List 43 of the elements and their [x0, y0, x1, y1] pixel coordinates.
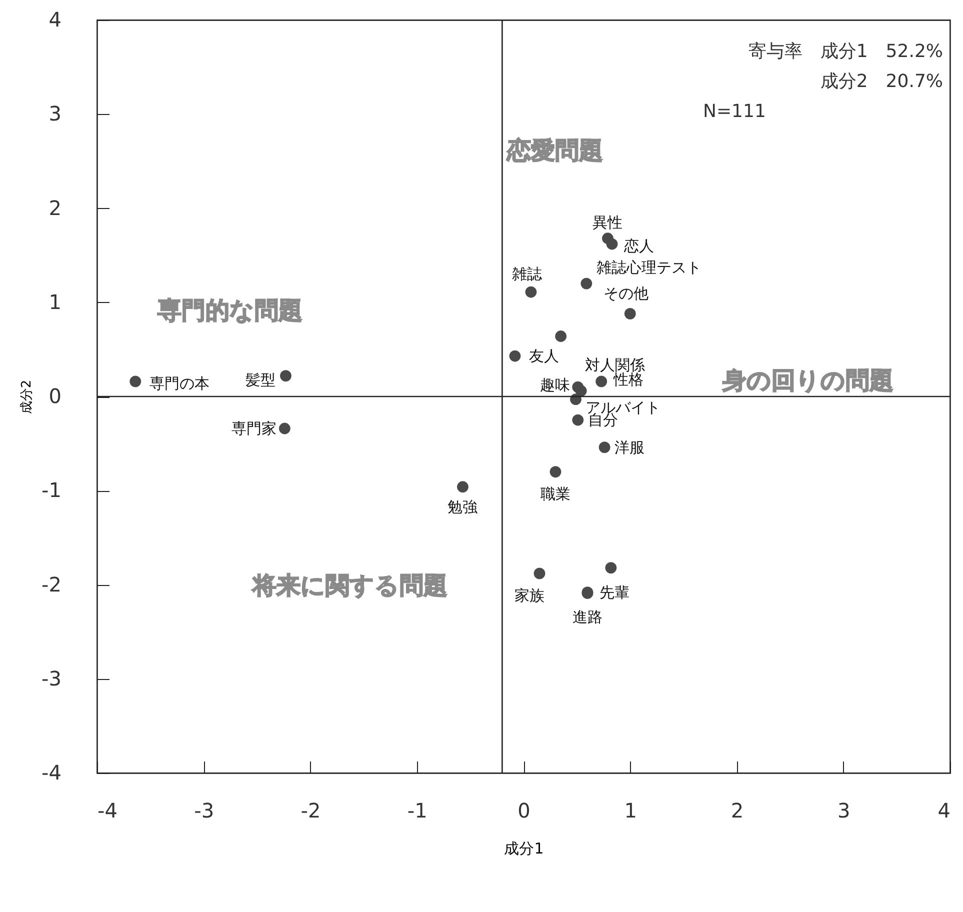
data-label: 友人: [528, 347, 559, 366]
data-label: 恋人: [623, 237, 654, 256]
data-label: 職業: [540, 484, 570, 503]
x-tick-label: -4: [98, 798, 118, 822]
annotation: 将来に関する問題: [250, 572, 448, 600]
y-tick-label: -4: [42, 760, 62, 784]
x-tick-label: 4: [938, 798, 950, 822]
data-label: 専門の本: [149, 374, 210, 392]
y-tick-label: -2: [42, 572, 62, 596]
y-axis-title: 成分2: [20, 380, 35, 414]
annotation: 身の回りの問題: [722, 366, 894, 395]
x-tick-label: -2: [300, 798, 321, 822]
annotation: 専門的な問題: [156, 296, 302, 325]
x-tick-label: 1: [624, 798, 637, 822]
data-label: 勉強: [448, 498, 478, 516]
data-label: 進路: [572, 608, 602, 626]
y-tick-label: -1: [42, 478, 62, 502]
annotation: N=111: [703, 100, 766, 122]
y-tick-label: 2: [48, 196, 62, 220]
y-tick-label: 1: [48, 290, 62, 314]
x-tick-label: -1: [407, 798, 428, 822]
y-tick-label: 4: [48, 8, 62, 32]
y-tick-label: -3: [42, 666, 62, 690]
data-label: 雑誌心理テスト: [596, 258, 702, 277]
annotation: 恋愛問題: [506, 136, 603, 165]
data-label: 家族: [514, 586, 544, 604]
annotation: 成分2 20.7%: [820, 70, 943, 92]
annotation: 寄与率 成分1 52.2%: [748, 40, 943, 62]
data-label: 雑誌: [512, 265, 542, 284]
data-label: 洋服: [614, 438, 645, 456]
y-tick-label: 3: [48, 102, 62, 126]
data-label: 専門家: [232, 420, 277, 438]
data-label: 先輩: [599, 583, 630, 602]
x-tick-label: -3: [194, 798, 214, 822]
data-label: 異性: [592, 213, 623, 232]
x-tick-label: 0: [518, 798, 530, 822]
y-tick-label: 0: [48, 384, 62, 408]
data-label: 髪型: [246, 370, 276, 389]
data-label: その他: [604, 284, 649, 303]
x-axis-title: 成分1: [504, 840, 544, 858]
x-tick-label: 3: [838, 798, 850, 822]
x-tick-label: 2: [730, 798, 744, 822]
data-label: 趣味: [540, 376, 570, 394]
